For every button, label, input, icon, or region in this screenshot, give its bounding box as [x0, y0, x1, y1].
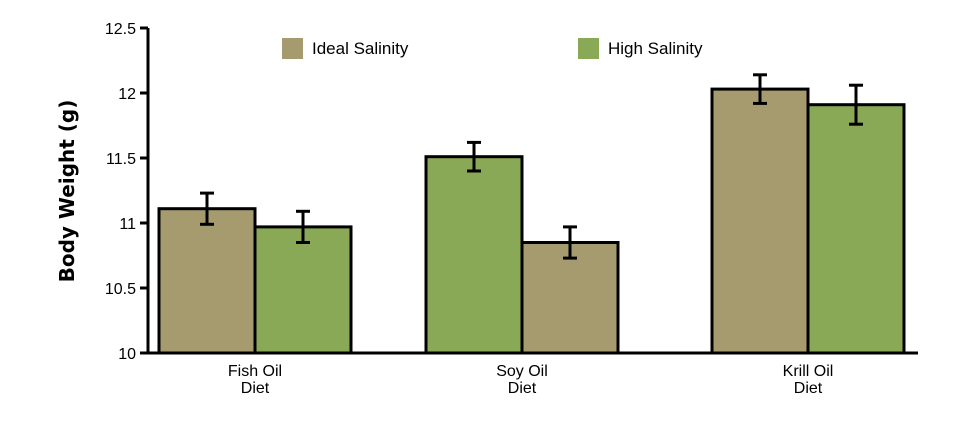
bar-0-1	[253, 225, 353, 355]
y-tick-label: 12	[118, 86, 136, 103]
category-label: Fish Oil	[228, 363, 282, 380]
y-tick-label: 10.5	[105, 281, 136, 298]
error-bar	[200, 191, 214, 226]
error-bar	[753, 73, 767, 105]
error-bar	[296, 209, 310, 244]
error-bar	[849, 83, 863, 126]
legend-label: Ideal Salinity	[312, 39, 409, 58]
legend-label: High Salinity	[608, 39, 703, 58]
bar-2-0	[710, 87, 810, 355]
legend-swatch	[578, 38, 599, 59]
y-ticks-group: 10 10.5 11 11.5 12 12.5	[105, 21, 148, 363]
category-label: Diet	[508, 380, 537, 397]
axes-group	[146, 28, 918, 355]
error-bar	[563, 225, 577, 260]
legend-swatch	[282, 38, 303, 59]
legend: Ideal Salinity High Salinity	[282, 38, 703, 59]
y-tick-label: 11.5	[106, 151, 136, 168]
bars-group	[157, 73, 906, 355]
y-axis-label: Body Weight (g)	[55, 100, 79, 283]
y-tick-label: 12.5	[105, 21, 136, 38]
bar-2-1	[806, 103, 906, 355]
y-tick-label: 11	[119, 216, 136, 233]
error-bar	[467, 140, 481, 173]
category-label: Soy Oil	[496, 363, 548, 380]
y-tick-label: 10	[118, 346, 136, 363]
category-label: Krill Oil	[783, 363, 834, 380]
bar-0-0	[157, 207, 257, 355]
bar-1-0	[424, 155, 524, 355]
category-label: Diet	[241, 380, 270, 397]
category-label: Diet	[794, 380, 823, 397]
